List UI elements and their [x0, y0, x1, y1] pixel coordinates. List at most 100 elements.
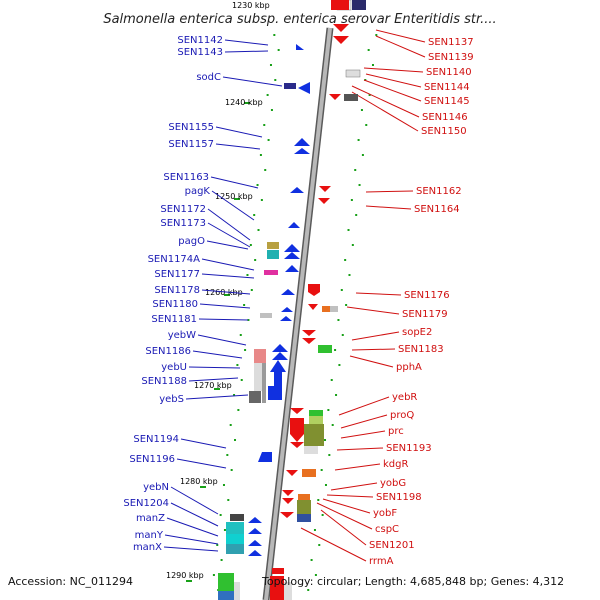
gene-arrow[interactable] — [290, 418, 304, 442]
gene-label-sen1186[interactable]: SEN1186 — [145, 346, 191, 357]
gene-arrow[interactable] — [298, 82, 310, 94]
gene-label-sope2[interactable]: sopE2 — [402, 327, 432, 338]
gene-arrow[interactable] — [329, 94, 341, 100]
gene-block[interactable] — [230, 514, 244, 521]
gene-label-sen1143[interactable]: SEN1143 — [177, 47, 223, 58]
gene-arrow[interactable] — [280, 316, 292, 321]
gene-prc[interactable] — [304, 424, 324, 446]
gene-block[interactable] — [218, 591, 234, 600]
gene-many[interactable] — [226, 534, 244, 544]
gene-arrow[interactable] — [282, 498, 294, 504]
gene-arrow[interactable] — [290, 442, 304, 448]
gene-sodc[interactable] — [284, 83, 296, 89]
gene-arrow[interactable] — [281, 307, 293, 312]
gene-label-yebw[interactable]: yebW — [168, 330, 196, 341]
gene-label-sen1163[interactable]: SEN1163 — [163, 172, 209, 183]
gene-sen1140[interactable] — [345, 69, 361, 78]
gene-label-sen1162[interactable]: SEN1162 — [416, 186, 462, 197]
gene-label-proq[interactable]: proQ — [390, 410, 414, 421]
gene-arrow[interactable] — [248, 550, 262, 556]
gene-arrow[interactable] — [281, 289, 295, 295]
gene-block[interactable] — [304, 446, 318, 454]
gene-label-sen1150[interactable]: SEN1150 — [421, 126, 467, 137]
gene-arrow[interactable] — [333, 36, 349, 44]
gene-label-ppha[interactable]: pphA — [396, 362, 422, 373]
gene-label-sen1176[interactable]: SEN1176 — [404, 290, 450, 301]
gene-arrow[interactable] — [284, 252, 300, 259]
gene-label-manz[interactable]: manZ — [136, 513, 165, 524]
gene-label-pagk[interactable]: pagK — [185, 186, 211, 197]
gene-yobf[interactable] — [297, 500, 311, 514]
gene-label-rrma[interactable]: rrmA — [369, 556, 394, 567]
gene-manx[interactable] — [226, 544, 244, 554]
gene-block[interactable] — [234, 582, 240, 600]
gene-label-sen1140[interactable]: SEN1140 — [426, 67, 472, 78]
gene-label-sen1196[interactable]: SEN1196 — [129, 454, 175, 465]
gene-yebr[interactable] — [309, 410, 323, 416]
gene-arrow[interactable] — [284, 244, 300, 252]
gene-label-prc[interactable]: prc — [388, 426, 404, 437]
gene-arrow[interactable] — [248, 517, 262, 523]
gene-label-sen1155[interactable]: SEN1155 — [168, 122, 214, 133]
gene-label-yebr[interactable]: yebR — [392, 392, 417, 403]
gene-arrow[interactable] — [272, 352, 288, 360]
gene-rrma[interactable] — [272, 568, 284, 574]
gene-label-sen1164[interactable]: SEN1164 — [414, 204, 460, 215]
gene-label-sen1181[interactable]: SEN1181 — [151, 314, 197, 325]
gene-label-yebn[interactable]: yebN — [143, 482, 169, 493]
gene-block[interactable] — [262, 363, 266, 403]
gene-arrow[interactable] — [285, 265, 299, 272]
gene-sen1183[interactable] — [318, 345, 332, 353]
gene-arrow[interactable] — [294, 148, 310, 154]
gene-label-many[interactable]: manY — [135, 530, 164, 541]
gene-label-cspc[interactable]: cspC — [375, 524, 399, 535]
gene-block[interactable] — [322, 306, 330, 312]
gene-arrow[interactable] — [248, 528, 262, 534]
gene-label-sen1146[interactable]: SEN1146 — [422, 112, 468, 123]
gene-arrow[interactable] — [319, 186, 331, 192]
gene-block[interactable] — [260, 313, 272, 318]
gene-label-sen1180[interactable]: SEN1180 — [152, 299, 198, 310]
gene-kdgr[interactable] — [302, 469, 316, 477]
gene-block[interactable] — [218, 573, 234, 591]
gene-manz[interactable] — [226, 522, 244, 534]
gene-arrow[interactable] — [272, 344, 288, 352]
gene-label-kdgr[interactable]: kdgR — [383, 459, 408, 470]
gene-yebs[interactable] — [249, 391, 261, 403]
gene-arrow[interactable] — [302, 330, 316, 336]
gene-block[interactable] — [331, 0, 349, 10]
gene-block[interactable] — [330, 306, 338, 312]
gene-arrow[interactable] — [282, 490, 294, 496]
gene-arrow[interactable] — [288, 222, 300, 228]
gene-label-sen1144[interactable]: SEN1144 — [424, 82, 470, 93]
gene-label-sodc[interactable]: sodC — [196, 72, 221, 83]
gene-sen1174a[interactable] — [264, 270, 278, 275]
gene-block[interactable] — [267, 250, 279, 259]
gene-arrow[interactable] — [280, 512, 294, 518]
gene-label-manx[interactable]: manX — [133, 542, 162, 553]
gene-arrow[interactable] — [318, 198, 330, 204]
gene-label-sen1183[interactable]: SEN1183 — [398, 344, 444, 355]
gene-sen1196[interactable] — [258, 452, 272, 462]
gene-label-yebs[interactable]: yebS — [159, 394, 184, 405]
gene-label-pago[interactable]: pagO — [178, 236, 205, 247]
gene-block[interactable] — [270, 576, 284, 600]
gene-block[interactable] — [268, 386, 282, 400]
gene-label-sen1137[interactable]: SEN1137 — [428, 37, 474, 48]
gene-label-sen1142[interactable]: SEN1142 — [177, 35, 223, 46]
gene-label-sen1172[interactable]: SEN1172 — [160, 204, 206, 215]
gene-label-sen1201[interactable]: SEN1201 — [369, 540, 415, 551]
gene-cspc[interactable] — [297, 514, 311, 522]
gene-label-sen1204[interactable]: SEN1204 — [123, 498, 169, 509]
gene-label-sen1174a[interactable]: SEN1174A — [148, 254, 201, 265]
gene-arrow[interactable] — [296, 44, 304, 50]
gene-arrow[interactable] — [333, 24, 349, 32]
gene-label-sen1188[interactable]: SEN1188 — [141, 376, 187, 387]
gene-label-sen1145[interactable]: SEN1145 — [424, 96, 470, 107]
gene-arrow[interactable] — [290, 187, 304, 193]
gene-label-sen1198[interactable]: SEN1198 — [376, 492, 422, 503]
gene-arrow[interactable] — [290, 408, 304, 414]
gene-label-yobf[interactable]: yobF — [373, 508, 397, 519]
gene-label-sen1193[interactable]: SEN1193 — [386, 443, 432, 454]
gene-arrow[interactable] — [302, 338, 316, 344]
